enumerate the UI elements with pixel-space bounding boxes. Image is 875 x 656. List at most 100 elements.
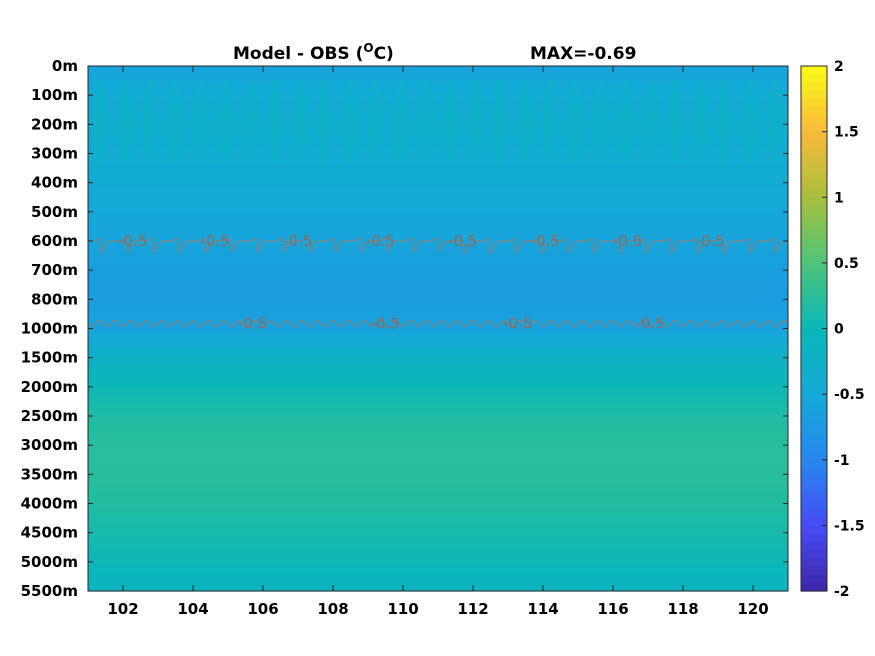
heatmap-cell <box>88 420 788 427</box>
heatmap-streak <box>193 77 208 166</box>
x-tick-label: 112 <box>457 600 488 618</box>
colorbar-swatch <box>801 172 827 182</box>
heatmap-streak <box>168 77 183 166</box>
colorbar-tick-label: 1 <box>834 190 844 206</box>
y-tick-label: 800m <box>31 290 78 308</box>
heatmap-cell <box>88 537 788 543</box>
heatmap-cell <box>88 586 788 592</box>
y-tick-label: 5500m <box>21 582 78 600</box>
y-tick-label: 1000m <box>21 320 78 338</box>
colorbar-swatch <box>801 402 827 412</box>
heatmap-cell <box>88 260 788 266</box>
heatmap-cell <box>88 168 788 174</box>
heatmap-cell <box>88 216 788 223</box>
heatmap-cell <box>88 547 788 553</box>
colorbar-swatch <box>801 303 827 313</box>
colorbar-swatch <box>801 262 827 272</box>
colorbar-swatch <box>801 418 827 428</box>
colorbar-swatch <box>801 197 827 207</box>
heatmap-cell <box>88 299 788 305</box>
heatmap-cell <box>88 576 788 582</box>
colorbar-swatch <box>801 426 827 436</box>
colorbar-swatch <box>801 369 827 379</box>
colorbar-swatch <box>801 246 827 256</box>
heatmap-cell <box>88 581 788 587</box>
colorbar-swatch <box>801 361 827 371</box>
heatmap-cell <box>88 488 788 495</box>
colorbar-swatch <box>801 66 827 75</box>
heatmap-cell <box>88 372 788 378</box>
y-tick-label: 400m <box>31 174 78 192</box>
colorbar-swatch <box>801 476 827 485</box>
colorbar-swatch <box>801 353 827 362</box>
y-tick-label: 1500m <box>21 349 78 367</box>
heatmap-streak <box>468 77 483 166</box>
heatmap-cell <box>88 445 788 451</box>
heatmap-cell <box>88 566 788 573</box>
colorbar-swatch <box>801 230 827 239</box>
colorbar-swatch <box>801 287 827 297</box>
colorbar-swatch <box>801 508 827 518</box>
heatmap-cell <box>88 484 788 490</box>
colorbar-tick-label: -1 <box>834 453 850 469</box>
chart-title: Model - OBS (OC) <box>233 41 394 64</box>
heatmap-cell <box>88 430 788 437</box>
colorbar-swatch <box>801 221 827 231</box>
heatmap-streak <box>718 77 733 166</box>
contour-label: -0.5 <box>238 315 267 333</box>
heatmap-cell <box>88 513 788 519</box>
contour-label: -0.5 <box>448 232 477 250</box>
heatmap-plot-area <box>88 66 788 592</box>
heatmap-cell <box>88 450 788 456</box>
colorbar-swatch <box>801 312 827 321</box>
heatmap-cell <box>88 328 788 334</box>
heatmap-cell <box>88 406 788 412</box>
y-tick-label: 0m <box>52 57 78 75</box>
contour-label: -0.5 <box>636 315 665 333</box>
heatmap-cell <box>88 221 788 228</box>
y-tick-label: 700m <box>31 261 78 279</box>
heatmap-streak <box>618 77 633 166</box>
y-tick-label: 100m <box>31 86 78 104</box>
heatmap-streak <box>543 77 558 166</box>
contour-label: -0.5 <box>531 232 560 250</box>
contour-label: -0.5 <box>696 232 725 250</box>
colorbar-tick-label: 1.5 <box>834 125 859 141</box>
heatmap-cell <box>88 440 788 446</box>
heatmap-streak <box>318 77 333 166</box>
heatmap-cell <box>88 309 788 315</box>
heatmap-cell <box>88 542 788 548</box>
heatmap-cell <box>88 148 788 155</box>
x-tick-label: 114 <box>527 600 558 618</box>
colorbar-swatch <box>801 385 827 395</box>
heatmap-cell <box>88 571 788 578</box>
heatmap-cell <box>88 202 788 208</box>
heatmap-cell <box>88 289 788 296</box>
heatmap-streak <box>293 77 308 166</box>
y-tick-label: 4000m <box>21 495 78 513</box>
y-tick-label: 4500m <box>21 524 78 542</box>
y-tick-label: 2500m <box>21 407 78 425</box>
colorbar-swatch <box>801 517 827 526</box>
heatmap-streak <box>143 77 158 166</box>
heatmap-streak <box>393 77 408 166</box>
heatmap-cell <box>88 469 788 475</box>
heatmap-cell <box>88 138 788 145</box>
heatmap-cell <box>88 464 788 471</box>
heatmap-streak <box>518 77 533 166</box>
heatmap-cell <box>88 396 788 403</box>
heatmap-cell <box>88 347 788 354</box>
colorbar-swatch <box>801 435 827 444</box>
heatmap-cell <box>88 518 788 524</box>
contour-label: -0.5 <box>371 315 400 333</box>
heatmap-cell <box>88 552 788 558</box>
heatmap-cell <box>88 70 788 77</box>
heatmap-cell <box>88 367 788 373</box>
x-tick-label: 102 <box>107 600 138 618</box>
heatmap-cell <box>88 245 788 252</box>
colorbar-tick-label: -2 <box>834 584 850 600</box>
colorbar-swatch <box>801 279 827 289</box>
colorbar-swatch <box>801 459 827 469</box>
max-annotation: MAX=-0.69 <box>530 44 636 64</box>
x-tick-label: 104 <box>177 600 208 618</box>
